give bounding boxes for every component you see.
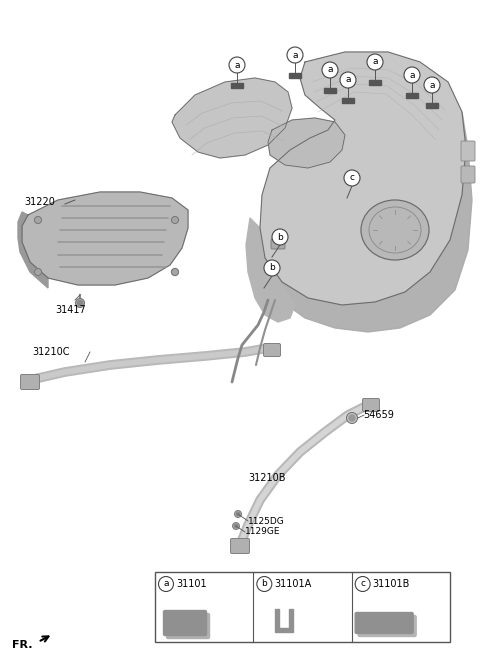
FancyBboxPatch shape [271,239,285,249]
Text: 31101: 31101 [176,579,206,589]
FancyBboxPatch shape [358,616,416,637]
Text: a: a [327,66,333,74]
Circle shape [424,77,440,93]
Circle shape [35,269,41,275]
FancyBboxPatch shape [355,612,413,633]
Circle shape [264,260,280,276]
FancyBboxPatch shape [21,374,39,390]
Circle shape [355,576,370,591]
Text: c: c [349,173,355,183]
FancyBboxPatch shape [406,93,418,98]
Circle shape [75,298,84,307]
Circle shape [347,413,358,424]
FancyBboxPatch shape [230,539,250,553]
Text: 1125DG: 1125DG [248,516,285,526]
Text: 31101A: 31101A [275,579,312,589]
Circle shape [367,54,383,70]
Circle shape [349,415,355,421]
FancyBboxPatch shape [289,73,301,78]
Circle shape [257,576,272,591]
Text: 1129GE: 1129GE [245,528,280,537]
Circle shape [272,229,288,245]
FancyBboxPatch shape [167,614,209,639]
Circle shape [234,524,238,528]
Polygon shape [22,192,188,285]
Polygon shape [18,212,48,288]
Text: b: b [277,233,283,242]
Text: 31101B: 31101B [372,579,410,589]
Ellipse shape [361,200,429,260]
Circle shape [404,67,420,83]
Circle shape [77,300,83,306]
Text: c: c [360,579,365,589]
Text: 31210B: 31210B [248,473,286,483]
FancyBboxPatch shape [426,103,438,108]
Text: a: a [234,60,240,70]
Polygon shape [172,78,292,158]
Circle shape [236,512,240,516]
Polygon shape [246,218,295,322]
Text: b: b [269,263,275,273]
Circle shape [322,62,338,78]
FancyBboxPatch shape [342,98,354,103]
FancyBboxPatch shape [231,83,243,88]
FancyBboxPatch shape [461,141,475,161]
Circle shape [171,217,179,223]
Text: a: a [429,81,435,89]
FancyBboxPatch shape [324,88,336,93]
Text: a: a [345,76,351,85]
Circle shape [35,217,41,223]
Text: FR.: FR. [12,640,33,650]
Circle shape [287,47,303,63]
FancyBboxPatch shape [369,80,381,85]
Circle shape [340,72,356,88]
FancyBboxPatch shape [362,399,380,411]
Text: 31220: 31220 [24,197,55,207]
Text: 54659: 54659 [363,410,394,420]
Polygon shape [262,112,472,332]
Circle shape [235,510,241,518]
Circle shape [232,522,240,530]
Polygon shape [276,609,293,632]
Bar [155,572,450,642]
Circle shape [229,57,245,73]
Circle shape [344,170,360,186]
Circle shape [158,576,173,591]
Text: a: a [409,70,415,79]
Text: 31210C: 31210C [32,347,70,357]
FancyBboxPatch shape [264,344,280,357]
Circle shape [171,269,179,275]
Text: a: a [163,579,169,589]
Polygon shape [260,52,466,305]
Text: a: a [372,58,378,66]
FancyBboxPatch shape [164,610,206,635]
Text: a: a [292,51,298,60]
Text: b: b [262,579,267,589]
Text: 31417: 31417 [55,305,86,315]
FancyBboxPatch shape [461,166,475,183]
Polygon shape [268,118,345,168]
